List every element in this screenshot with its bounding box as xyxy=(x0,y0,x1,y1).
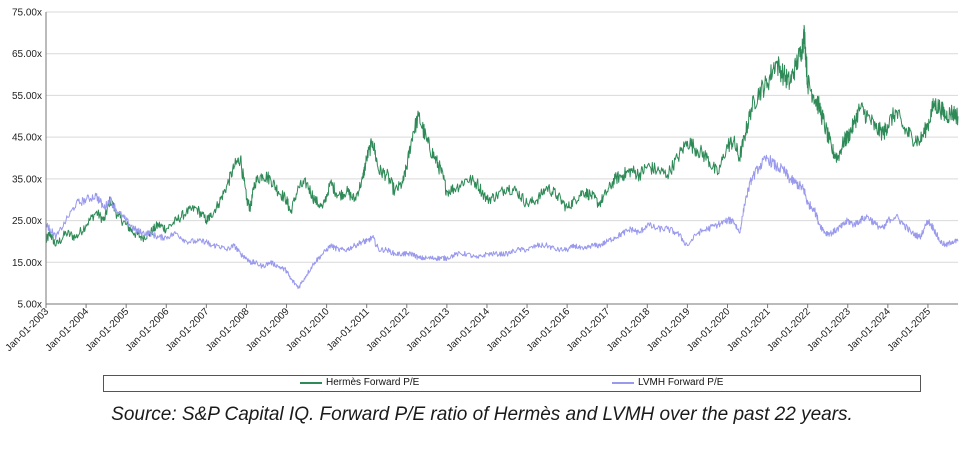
x-axis-ticks: Jan-01-2003Jan-01-2004Jan-01-2005Jan-01-… xyxy=(4,304,934,354)
x-tick-label: Jan-01-2025 xyxy=(886,306,934,354)
y-tick-label: 45.00x xyxy=(12,133,42,144)
y-tick-label: 35.00x xyxy=(12,174,42,185)
legend: Hermès Forward P/E LVMH Forward P/E xyxy=(103,375,921,392)
y-tick-label: 15.00x xyxy=(12,258,42,269)
hermes-line xyxy=(45,24,959,247)
y-tick-label: 25.00x xyxy=(12,216,42,227)
y-tick-label: 55.00x xyxy=(12,91,42,102)
y-axis-ticks: 75.00x 65.00x 55.00x 45.00x 35.00x 25.00x 15.0… xyxy=(12,8,42,311)
chart-caption: Source: S&P Capital IQ. Forward P/E rati… xyxy=(111,404,853,425)
y-tick-label: 75.00x xyxy=(12,8,42,19)
chart: 75.00x 65.00x 55.00x 45.00x 35.00x 25.00x 15.0… xyxy=(4,8,959,354)
y-tick-label: 65.00x xyxy=(12,49,42,60)
y-tick-label: 5.00x xyxy=(18,300,42,311)
legend-swatch-lvmh xyxy=(612,381,634,384)
legend-item-lvmh: LVMH Forward P/E xyxy=(612,377,723,388)
legend-label-lvmh: LVMH Forward P/E xyxy=(638,377,724,388)
legend-swatch-hermes xyxy=(300,381,322,384)
series-lines xyxy=(45,24,959,290)
lvmh-line xyxy=(45,154,959,290)
legend-label-hermes: Hermès Forward P/E xyxy=(326,377,420,388)
legend-item-hermes: Hermès Forward P/E xyxy=(300,377,419,388)
grid-lines xyxy=(46,11,958,305)
